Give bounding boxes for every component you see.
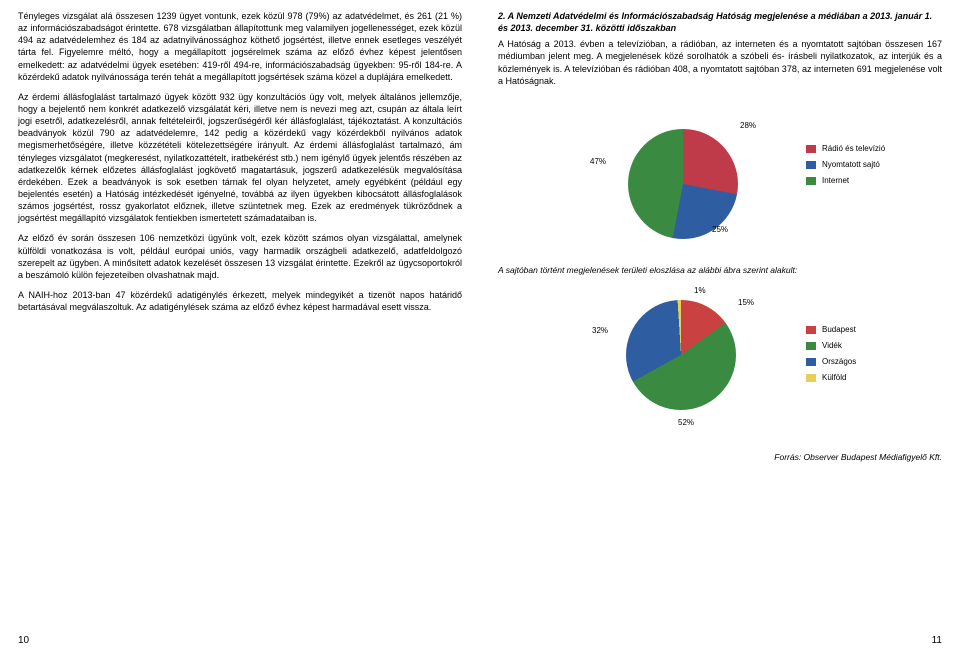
legend-swatch	[806, 177, 816, 185]
page-number-right: 11	[498, 634, 942, 648]
legend-item: Vidék	[806, 338, 856, 354]
legend-item: Internet	[806, 173, 885, 189]
legend-item: Nyomtatott sajtó	[806, 157, 885, 173]
legend-label: Nyomtatott sajtó	[822, 157, 880, 173]
source-line: Forrás: Observer Budapest Médiafigyelő K…	[498, 452, 942, 463]
pie-pct-label: 52%	[678, 418, 694, 429]
pie-pct-label: 25%	[712, 225, 728, 236]
left-p1: Tényleges vizsgálat alá összesen 1239 üg…	[18, 10, 462, 83]
legend-item: Rádió és televízió	[806, 141, 885, 157]
pie-legend: BudapestVidékOrszágosKülföld	[806, 322, 856, 386]
legend-swatch	[806, 374, 816, 382]
pie-pct-label: 28%	[740, 121, 756, 132]
legend-swatch	[806, 342, 816, 350]
pie-pct-label: 47%	[590, 157, 606, 168]
legend-item: Országos	[806, 354, 856, 370]
left-p3: Az előző év során összesen 106 nemzetköz…	[18, 232, 462, 281]
right-p1: A Hatóság a 2013. évben a televízióban, …	[498, 38, 942, 87]
legend-swatch	[806, 161, 816, 169]
legend-swatch	[806, 358, 816, 366]
right-page: 2. A Nemzeti Adatvédelmi és Információsz…	[480, 0, 960, 653]
legend-label: Budapest	[822, 322, 856, 338]
page-number-left: 10	[18, 634, 462, 648]
regional-pie-chart: 15% 52% 32% 1% BudapestVidékOrszágosKülföld	[498, 286, 942, 446]
pie-pct-label: 15%	[738, 298, 754, 309]
legend-item: Külföld	[806, 370, 856, 386]
pie-graphic	[626, 300, 736, 410]
pie-pct-label: 32%	[592, 326, 608, 337]
left-p2: Az érdemi állásfoglalást tartalmazó ügye…	[18, 91, 462, 225]
legend-swatch	[806, 326, 816, 334]
legend-label: Külföld	[822, 370, 846, 386]
legend-label: Vidék	[822, 338, 842, 354]
legend-swatch	[806, 145, 816, 153]
pie-graphic	[628, 129, 738, 239]
legend-label: Országos	[822, 354, 856, 370]
legend-item: Budapest	[806, 322, 856, 338]
media-type-pie-chart: 28% 25% 47% Rádió és televízióNyomtatott sa…	[498, 99, 942, 259]
pie-pct-label: 1%	[694, 286, 706, 297]
caption-1: A sajtóban történt megjelenések területi…	[498, 265, 942, 276]
legend-label: Rádió és televízió	[822, 141, 885, 157]
left-page: Tényleges vizsgálat alá összesen 1239 üg…	[0, 0, 480, 653]
section-title: 2. A Nemzeti Adatvédelmi és Információsz…	[498, 10, 942, 34]
pie-legend: Rádió és televízióNyomtatott sajtóIntern…	[806, 141, 885, 189]
left-p4: A NAIH-hoz 2013-ban 47 közérdekű adatigé…	[18, 289, 462, 313]
legend-label: Internet	[822, 173, 849, 189]
